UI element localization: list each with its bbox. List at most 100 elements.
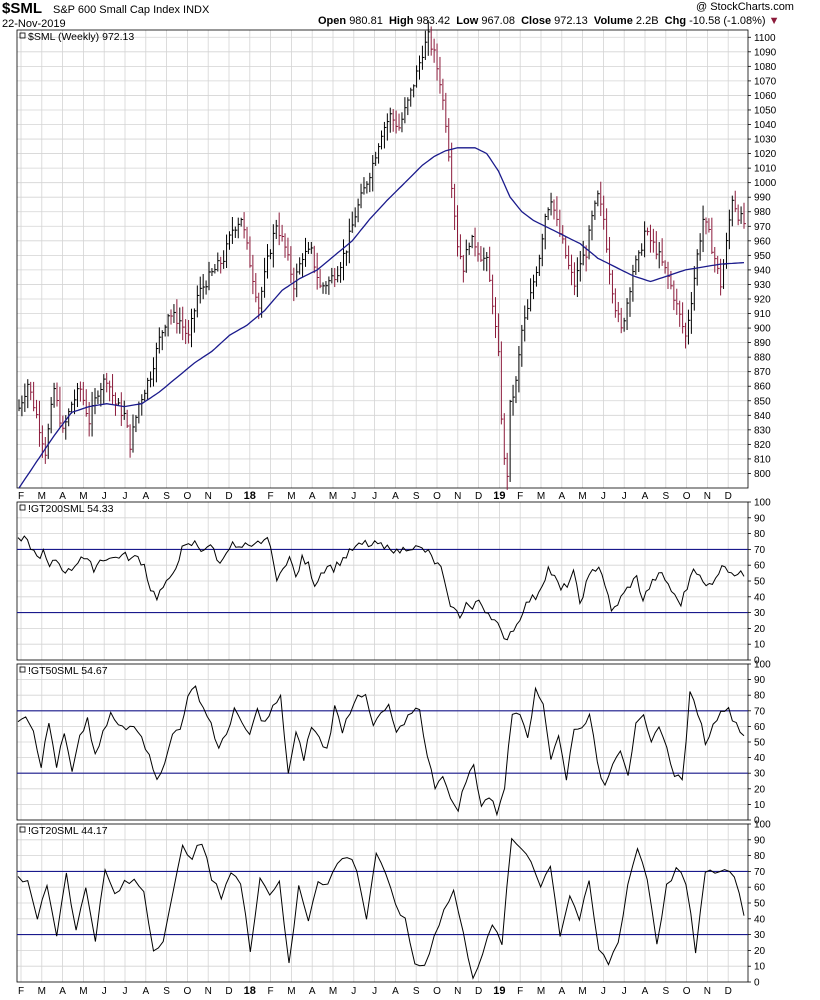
x-tick-label: O — [683, 491, 691, 502]
price-bar — [129, 424, 133, 458]
y-tick-label: 30 — [754, 608, 766, 619]
price-bar — [328, 276, 331, 295]
price-bar — [117, 398, 121, 406]
x-axis-labels: F M A M J J A S O N D 18 F M A M J J A S O N D 19 F M A M J J A S O N D — [18, 985, 732, 997]
price-bar — [606, 208, 609, 253]
panel-legend: !GT50SML 54.67 — [19, 665, 108, 677]
price-bar — [386, 113, 390, 141]
y-tick-label: 900 — [754, 324, 771, 335]
price-bar — [424, 30, 428, 60]
price-bar — [404, 97, 407, 124]
price-bar — [623, 317, 627, 332]
price-bar — [161, 330, 165, 351]
price-bar — [573, 262, 577, 296]
y-tick-label: 1090 — [754, 47, 777, 58]
panel-title: $SML (Weekly) 972.13 — [28, 31, 134, 43]
symbol-label: $SML — [2, 0, 43, 17]
x-tick-label: A — [392, 491, 399, 502]
price-bar — [392, 109, 396, 132]
price-bar — [720, 258, 723, 296]
price-bar — [439, 56, 442, 94]
price-bar — [243, 212, 247, 239]
y-tick-label: 990 — [754, 193, 771, 204]
index-name-text: S&P 600 Small Cap Index — [53, 4, 180, 16]
price-bar — [322, 282, 326, 294]
y-tick-label: 90 — [754, 675, 766, 686]
price-bar — [731, 195, 735, 227]
legend-swatch-icon — [19, 32, 26, 39]
y-tick-label: 970 — [754, 222, 771, 233]
price-bar — [413, 84, 416, 98]
price-bar — [372, 155, 375, 192]
price-bar — [354, 207, 358, 228]
price-bar — [582, 240, 586, 266]
chart-panel-2: 0 10 20 30 40 50 60 70 80 90 100 !GT50SML 54.67 — [16, 660, 771, 827]
price-bar — [480, 246, 483, 262]
y-tick-label: 880 — [754, 353, 771, 364]
price-bar — [103, 374, 106, 404]
y-tick-label: 10 — [754, 962, 766, 973]
price-bar — [398, 113, 402, 131]
y-tick-label: 1000 — [754, 178, 777, 189]
price-bar — [152, 357, 156, 387]
x-tick-label: S — [163, 986, 170, 997]
price-bar — [287, 237, 290, 261]
price-bar — [421, 45, 425, 70]
price-bar — [109, 380, 112, 402]
price-bar — [173, 304, 176, 324]
x-tick-label: O — [184, 491, 192, 502]
y-tick-label: 50 — [754, 577, 766, 588]
moving-average-line — [18, 147, 745, 489]
price-bar — [714, 247, 717, 273]
x-tick-label: M — [38, 986, 46, 997]
price-bar — [679, 300, 682, 327]
price-bar — [676, 288, 679, 315]
y-tick-label: 820 — [754, 440, 771, 451]
y-tick-label: 0 — [754, 656, 760, 667]
y-tick-label: 1100 — [754, 33, 776, 44]
y-tick-label: 1010 — [754, 164, 777, 175]
price-bar — [629, 287, 632, 317]
price-bar — [702, 205, 706, 253]
price-bar — [375, 151, 378, 166]
price-bar — [383, 121, 387, 149]
price-bar — [518, 346, 521, 393]
y-tick-label: 0 — [754, 816, 760, 827]
price-bar — [705, 217, 708, 235]
x-tick-label: O — [433, 491, 441, 502]
price-bar — [220, 256, 223, 274]
price-bar — [231, 217, 235, 244]
price-bar — [459, 234, 463, 260]
price-bar — [167, 313, 171, 337]
x-tick-label: 18 — [244, 985, 256, 997]
y-tick-label: 100 — [754, 820, 771, 831]
x-tick-label: M — [79, 491, 87, 502]
price-bar — [436, 43, 440, 81]
y-tick-label: 980 — [754, 207, 771, 218]
y-tick-label: 10 — [754, 800, 766, 811]
price-bar — [492, 274, 495, 315]
price-bar — [521, 324, 524, 367]
price-bar — [579, 250, 583, 282]
price-bar — [527, 299, 530, 320]
x-tick-label: N — [704, 491, 711, 502]
price-bar — [445, 92, 448, 133]
x-tick-label: O — [184, 986, 192, 997]
price-bar — [474, 227, 478, 257]
price-bar — [255, 273, 258, 303]
x-tick-label: D — [725, 986, 732, 997]
price-bar — [503, 413, 507, 465]
y-tick-label: 20 — [754, 624, 766, 635]
price-bar — [395, 110, 399, 134]
x-tick-label: N — [454, 986, 461, 997]
price-bar — [556, 196, 559, 227]
price-bar — [135, 415, 138, 433]
y-tick-label: 0 — [754, 978, 760, 989]
price-bar — [30, 381, 33, 401]
x-tick-label: A — [142, 491, 149, 502]
y-tick-label: 940 — [754, 265, 771, 276]
price-bar — [609, 237, 612, 285]
price-bar — [471, 234, 475, 249]
y-tick-label: 40 — [754, 914, 766, 925]
price-bar — [524, 305, 527, 342]
